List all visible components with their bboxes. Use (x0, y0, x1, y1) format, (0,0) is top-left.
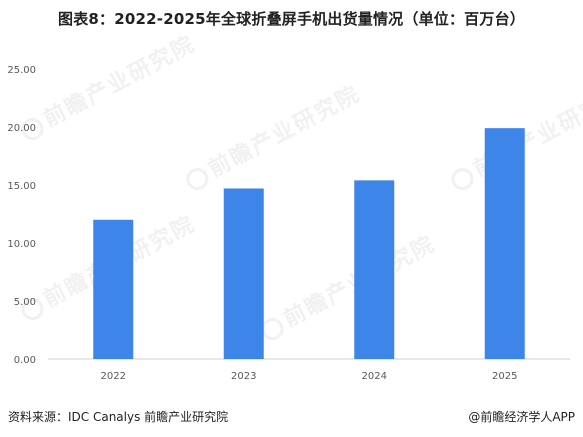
y-tick-label: 0.00 (14, 355, 36, 366)
bar-2023 (223, 188, 264, 359)
x-tick-label: 2025 (492, 371, 517, 382)
credit-note: @前瞻经济学人APP (468, 410, 575, 424)
chart-title: 图表8：2022-2025年全球折叠屏手机出货量情况（单位：百万台） (58, 10, 525, 28)
source-note: 资料来源：IDC Canalys 前瞻产业研究院 (8, 410, 229, 424)
bar-2024 (354, 180, 395, 359)
x-tick-label: 2023 (231, 371, 256, 382)
y-tick-label: 10.00 (7, 239, 36, 250)
y-tick-label: 5.00 (14, 297, 36, 308)
bar-2022 (93, 219, 134, 359)
y-tick-label: 20.00 (7, 123, 36, 134)
y-tick-label: 15.00 (7, 181, 36, 192)
bar-2025 (484, 128, 525, 359)
x-tick-label: 2022 (101, 371, 126, 382)
y-tick-label: 25.00 (7, 65, 36, 76)
x-tick-label: 2024 (362, 371, 387, 382)
